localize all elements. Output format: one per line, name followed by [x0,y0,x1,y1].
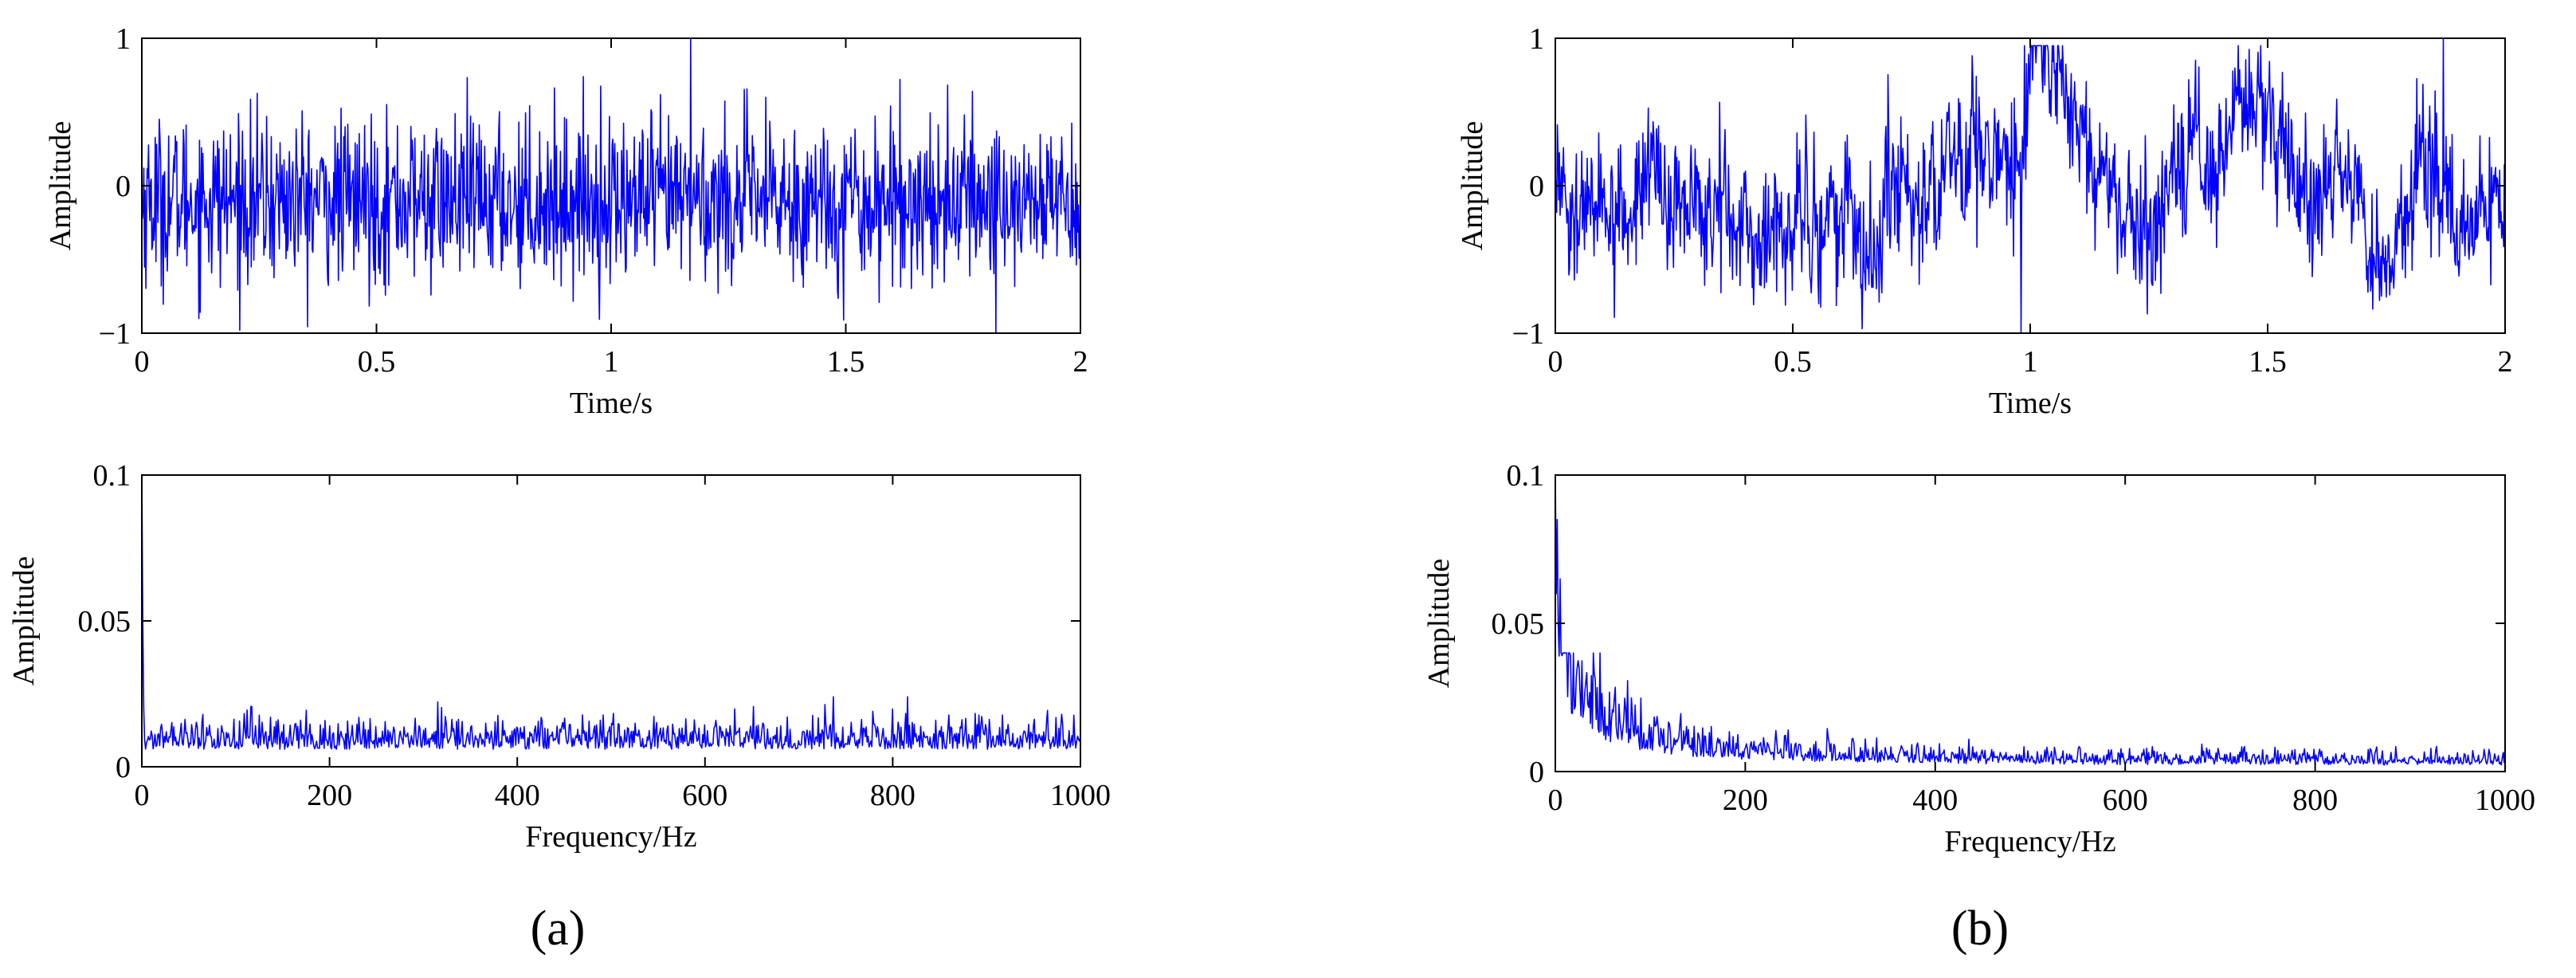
x-tick-label: 400 [1912,784,1958,817]
x-tick-label: 0 [1548,784,1563,817]
x-tick-label: 0.5 [1774,345,1812,379]
y-axis-label: Amplitude [1456,121,1489,251]
x-tick-label: 600 [2103,784,2148,817]
y-tick-label: 0.1 [1507,459,1545,493]
x-tick-label: 200 [307,779,352,812]
x-tick-label: 1000 [1050,779,1111,812]
x-tick-label: 1 [604,345,619,379]
series-line [1555,474,2505,766]
series-line [142,474,1080,750]
y-tick-label: 0.05 [1492,607,1545,641]
plot-a-spectrum: 0 200 400 600 800 1000 0 0.05 0.1 Frequency/Hz Amp… [7,459,1111,854]
x-tick-label: 200 [1723,784,1768,817]
plot-b-spectrum: 0 200 400 600 800 1000 0 0.05 0.1 Frequency/Hz Amp… [1422,459,2535,858]
x-tick-label: 0 [1548,345,1563,379]
x-tick-label: 1 [2023,345,2038,379]
x-tick-label: 2 [2498,345,2513,379]
x-axis-label: Frequency/Hz [525,820,696,854]
y-tick-label: 0.05 [78,605,131,638]
x-tick-label: 0.5 [358,345,396,379]
panel-label-a: (a) [531,901,586,956]
y-tick-label: 1 [1529,22,1544,56]
x-tick-label: 800 [2292,784,2338,817]
y-axis-label: Amplitude [1422,559,1456,689]
y-tick-label: 0.1 [93,459,131,493]
series-line [1555,37,2505,334]
x-axis-label: Time/s [1989,387,2072,420]
x-tick-label: 0 [135,779,150,812]
x-tick-label: 400 [495,779,540,812]
panel-label-b: (b) [1951,901,2009,956]
y-tick-label: −1 [1512,317,1544,351]
x-tick-label: 0 [135,345,150,379]
y-tick-label: 1 [116,22,131,56]
y-tick-label: 0 [1529,756,1544,789]
y-tick-label: 0 [116,170,131,203]
y-tick-label: 0 [1529,170,1544,203]
x-tick-label: 800 [870,779,916,812]
x-axis-label: Frequency/Hz [1944,825,2115,858]
x-tick-label: 1.5 [2249,345,2287,379]
x-tick-label: 1000 [2475,784,2535,817]
series-line [142,37,1080,334]
x-tick-label: 1.5 [827,345,865,379]
x-tick-label: 600 [682,779,727,812]
x-axis-label: Time/s [570,387,653,420]
axes-frame [1555,474,2506,772]
x-tick-label: 2 [1073,345,1088,379]
y-axis-label: Amplitude [7,556,41,686]
y-tick-label: −1 [99,317,131,351]
y-tick-label: 0 [116,751,131,784]
y-axis-label: Amplitude [44,121,77,251]
